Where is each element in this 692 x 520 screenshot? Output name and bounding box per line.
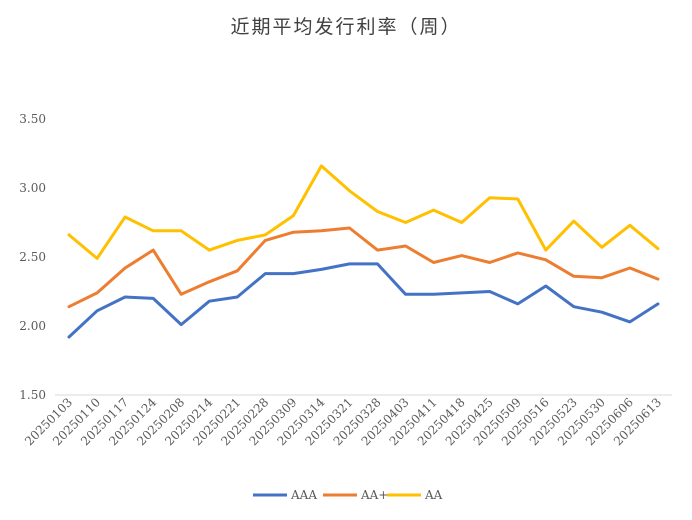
legend-label: AA+ xyxy=(360,488,388,502)
legend-label: AA xyxy=(424,488,443,502)
y-axis: 1.50 2.00 2.50 3.00 3.50 xyxy=(19,112,46,402)
series-line-aa xyxy=(67,164,660,260)
chart-title: 近期平均发行利率（周） xyxy=(230,16,461,38)
legend: AAA AA+ AA xyxy=(253,488,443,502)
x-axis: 2025010320250110202501172025012420250208… xyxy=(22,395,664,448)
series-line-aaa xyxy=(67,262,660,339)
series-lines xyxy=(67,164,660,339)
y-tick-label: 2.50 xyxy=(19,250,46,264)
legend-label: AAA xyxy=(290,488,317,502)
series-line-aa-plus xyxy=(67,226,660,309)
y-tick-label: 3.50 xyxy=(19,112,46,126)
y-tick-label: 2.00 xyxy=(19,319,46,333)
y-tick-label: 3.00 xyxy=(19,181,46,195)
y-tick-label: 1.50 xyxy=(19,388,46,402)
